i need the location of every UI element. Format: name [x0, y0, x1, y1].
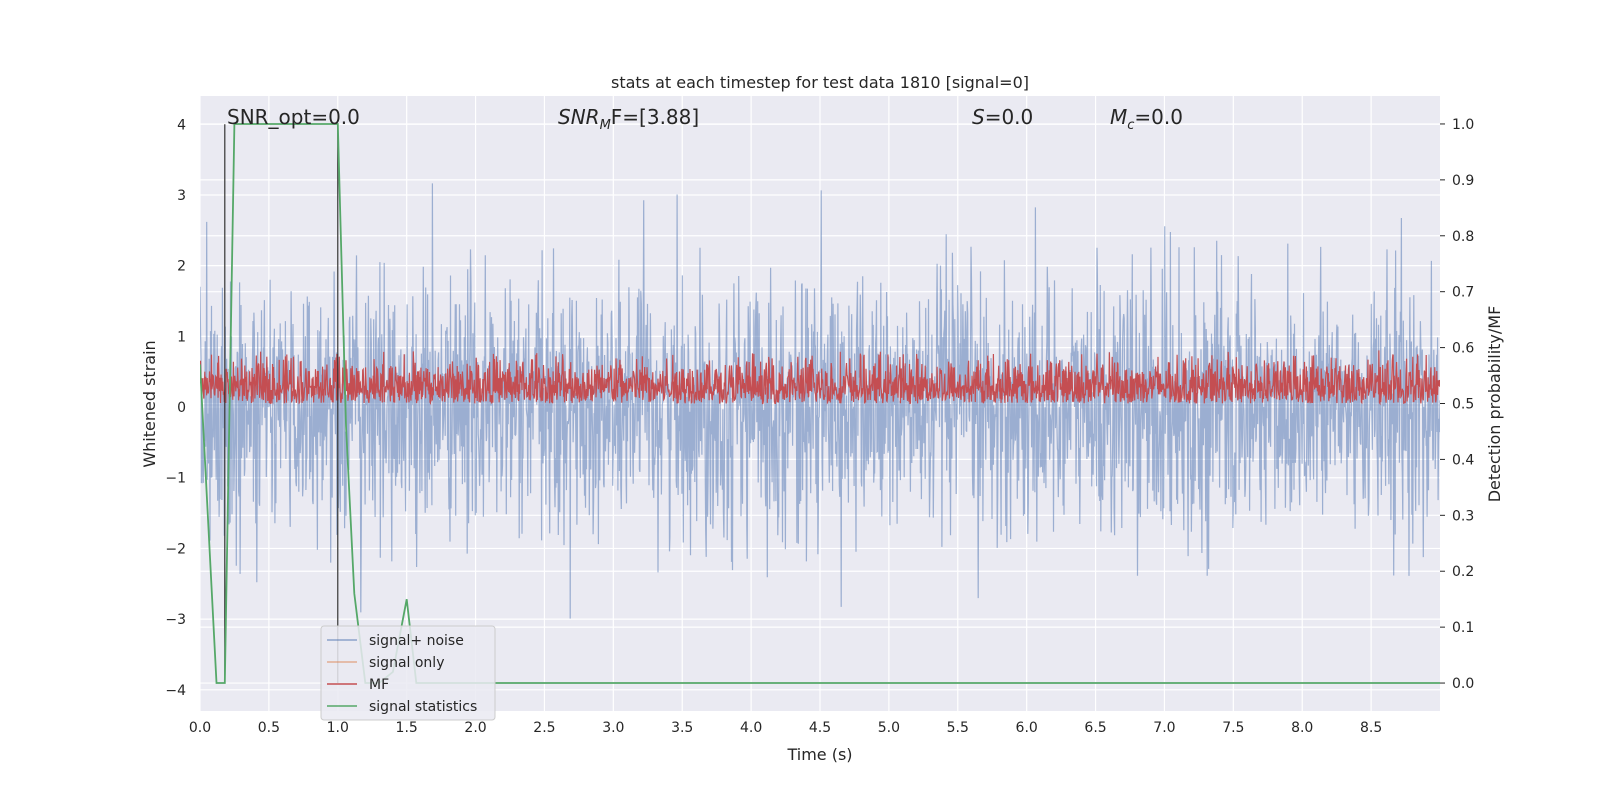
x-ticks: 0.0 0.5 1.0 1.5 2.0 2.5 3.0 3.5 4.0 4.5 5.0 5.5 6.0 6… — [189, 720, 1382, 736]
x-tick-label: 2.5 — [533, 720, 555, 736]
x-tick-label: 6.0 — [1016, 720, 1038, 736]
y-left-tick-label: −1 — [165, 471, 186, 487]
y-right-tick-label: 0.2 — [1452, 564, 1474, 580]
legend-label-signal-statistics: signal statistics — [369, 699, 477, 715]
y-left-tick-label: 1 — [177, 329, 186, 345]
x-tick-label: 4.0 — [740, 720, 762, 736]
x-tick-label: 8.0 — [1291, 720, 1313, 736]
y-right-tick-label: 0.7 — [1452, 285, 1474, 301]
x-tick-label: 1.5 — [396, 720, 418, 736]
y-left-tick-label: 0 — [177, 400, 186, 416]
annotation-s: S=0.0 — [972, 105, 1033, 129]
y-right-ticks: 0.0 0.1 0.2 0.3 0.4 0.5 0.6 0.7 0.8 0.9 1.0 — [1440, 117, 1474, 692]
x-tick-label: 0.0 — [189, 720, 211, 736]
x-tick-label: 5.5 — [947, 720, 969, 736]
x-tick-label: 7.5 — [1222, 720, 1244, 736]
annotation-mc: Mc=0.0 — [1110, 105, 1183, 133]
x-tick-label: 5.0 — [878, 720, 900, 736]
y-left-tick-label: −2 — [165, 541, 186, 557]
y-axis-left-label: Whitened strain — [140, 340, 159, 467]
y-left-tick-label: 2 — [177, 259, 186, 275]
y-left-ticks: −4 −3 −2 −1 0 1 2 3 4 — [165, 117, 186, 699]
legend-box — [320, 625, 496, 721]
y-right-tick-label: 0.0 — [1452, 676, 1474, 692]
y-right-tick-label: 0.9 — [1452, 173, 1474, 189]
y-left-tick-label: 3 — [177, 188, 186, 204]
x-tick-label: 6.5 — [1084, 720, 1106, 736]
y-right-tick-label: 0.6 — [1452, 341, 1474, 357]
x-axis-label: Time (s) — [786, 745, 852, 764]
annotation-snr-mf: SNRMF=[3.88] — [558, 105, 699, 133]
legend: signal+ noise signal only MF signal stat… — [320, 625, 496, 721]
annotation-snr-opt: SNR_opt=0.0 — [227, 105, 360, 129]
y-right-tick-label: 0.3 — [1452, 508, 1474, 524]
x-tick-label: 2.0 — [464, 720, 486, 736]
series-mf — [200, 350, 1440, 406]
legend-label-signal-noise: signal+ noise — [369, 633, 464, 649]
x-tick-label: 0.5 — [258, 720, 280, 736]
x-tick-label: 3.0 — [602, 720, 624, 736]
x-tick-label: 3.5 — [671, 720, 693, 736]
y-right-tick-label: 0.1 — [1452, 620, 1474, 636]
x-tick-label: 1.0 — [327, 720, 349, 736]
y-right-tick-label: 1.0 — [1452, 117, 1474, 133]
x-tick-label: 7.0 — [1153, 720, 1175, 736]
y-left-tick-label: −4 — [165, 683, 186, 699]
y-left-tick-label: −3 — [165, 612, 186, 628]
legend-label-mf: MF — [369, 677, 389, 693]
y-left-tick-label: 4 — [177, 117, 186, 133]
x-tick-label: 4.5 — [809, 720, 831, 736]
legend-label-signal-only: signal only — [369, 655, 444, 671]
y-axis-right-label: Detection probability/MF — [1485, 306, 1504, 503]
y-right-tick-label: 0.5 — [1452, 397, 1474, 413]
x-tick-label: 8.5 — [1360, 720, 1382, 736]
chart-title: stats at each timestep for test data 181… — [611, 73, 1029, 92]
y-right-tick-label: 0.4 — [1452, 452, 1474, 468]
y-right-tick-label: 0.8 — [1452, 229, 1474, 245]
